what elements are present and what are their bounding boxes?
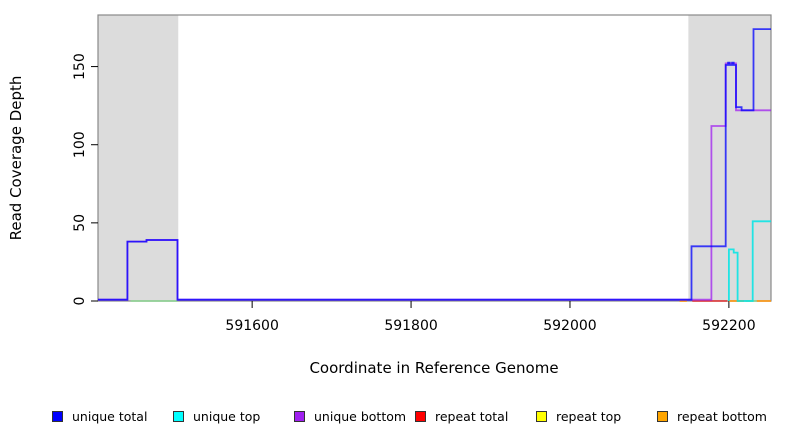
- x-tick-label: 591600: [225, 318, 278, 334]
- legend-item-repeat-total: repeat total: [415, 409, 536, 424]
- legend-swatch-repeat-total: [415, 411, 426, 422]
- legend-item-repeat-bottom: repeat bottom: [657, 409, 778, 424]
- legend-label-unique-top: unique top: [193, 409, 261, 424]
- series-unique-bottom: [98, 62, 771, 301]
- shaded-region: [98, 15, 179, 301]
- plot-box: [97, 14, 772, 302]
- chart-legend: unique total unique top unique bottom repea…: [0, 409, 792, 424]
- series-unique-total: [98, 28, 771, 301]
- legend-label-repeat-top: repeat top: [556, 409, 622, 424]
- x-tick-label: 591800: [384, 318, 437, 334]
- axes-layer: 591600 591800 592000 592200 0 50 100 150: [72, 14, 772, 334]
- legend-label-unique-bottom: unique bottom: [314, 409, 407, 424]
- legend-swatch-repeat-top: [536, 411, 547, 422]
- legend-label-unique-total: unique total: [72, 409, 148, 424]
- series-layer: [98, 28, 771, 302]
- x-tick-label: 592200: [702, 318, 755, 334]
- legend-swatch-unique-total: [52, 411, 63, 422]
- legend-item-unique-total: unique total: [52, 409, 173, 424]
- legend-item-unique-bottom: unique bottom: [294, 409, 415, 424]
- y-tick-label: 0: [72, 297, 88, 306]
- legend-item-unique-top: unique top: [173, 409, 294, 424]
- legend-swatch-repeat-bottom: [657, 411, 668, 422]
- y-tick-label: 150: [72, 53, 88, 80]
- y-tick-label: 50: [72, 214, 88, 232]
- y-axis-title: Read Coverage Depth: [7, 76, 25, 241]
- shaded-regions: [98, 15, 771, 301]
- x-axis-title: Coordinate in Reference Genome: [309, 359, 558, 377]
- legend-item-repeat-top: repeat top: [536, 409, 657, 424]
- legend-label-repeat-bottom: repeat bottom: [677, 409, 767, 424]
- legend-label-repeat-total: repeat total: [435, 409, 509, 424]
- legend-swatch-unique-bottom: [294, 411, 305, 422]
- legend-swatch-unique-top: [173, 411, 184, 422]
- y-tick-label: 100: [72, 131, 88, 158]
- series-unique-top: [728, 220, 771, 302]
- x-tick-label: 592000: [543, 318, 596, 334]
